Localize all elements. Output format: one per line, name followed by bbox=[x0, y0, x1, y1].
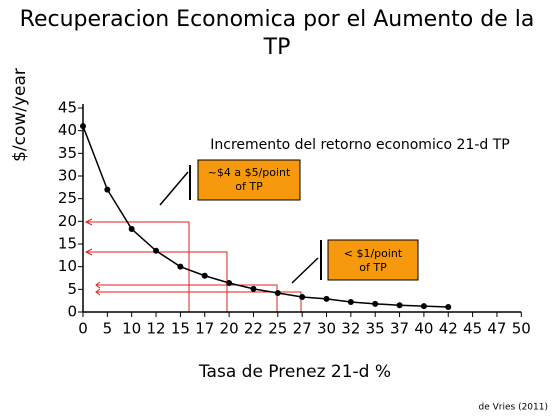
line bbox=[82, 125, 449, 308]
point bbox=[177, 263, 184, 270]
x-tick-label: 0 bbox=[78, 320, 88, 338]
y-tick-label: 15 bbox=[58, 235, 77, 253]
point bbox=[226, 279, 233, 286]
x-tick-label: 50 bbox=[512, 320, 531, 338]
callout-text: ~$4 a $5/point bbox=[208, 166, 291, 179]
point bbox=[445, 304, 452, 311]
callout-text: < $1/point bbox=[344, 247, 403, 260]
point bbox=[80, 123, 86, 130]
chart-title: Recuperacion Economica por el Aumento de… bbox=[20, 7, 535, 32]
callout-text: of TP bbox=[235, 180, 263, 193]
x-tick-label: 25 bbox=[268, 320, 287, 338]
x-tick-label: 35 bbox=[366, 320, 385, 338]
y-tick-label: 20 bbox=[58, 212, 77, 230]
point bbox=[347, 299, 354, 306]
callout-text: < $1/point of TP bbox=[344, 247, 403, 274]
point bbox=[201, 272, 208, 279]
x-tick-label: 17 bbox=[195, 320, 214, 338]
y-tick-label: 25 bbox=[58, 189, 77, 207]
x-tick-label: 20 bbox=[220, 320, 239, 338]
x-tick-label: 45 bbox=[463, 320, 482, 338]
x-tick-label: 47 bbox=[487, 320, 506, 338]
point bbox=[323, 295, 330, 302]
y-tick-label: 0 bbox=[67, 303, 77, 321]
guide-lines bbox=[84, 218, 302, 312]
x-tick-label: 5 bbox=[103, 320, 113, 338]
point bbox=[299, 294, 306, 301]
x-tick-label: 42 bbox=[439, 320, 458, 338]
y-tick-label: 35 bbox=[58, 144, 77, 162]
y-axis-label: $/cow/year bbox=[10, 68, 30, 162]
x-axis-label: Tasa de Prenez 21-d % bbox=[198, 362, 391, 382]
x-tick-label: 40 bbox=[414, 320, 433, 338]
source: de Vries (2011) bbox=[479, 403, 548, 413]
x-tick-label: 27 bbox=[293, 320, 312, 338]
point bbox=[274, 289, 281, 296]
x-tick-label: 10 bbox=[122, 320, 141, 338]
annotation: Incremento del retorno economico 21-d TP bbox=[210, 137, 510, 153]
chart-title: TP bbox=[263, 35, 291, 60]
x-tick-label: 30 bbox=[317, 320, 336, 338]
callout-text: of TP bbox=[359, 261, 387, 274]
x-tick-label: 22 bbox=[244, 320, 263, 338]
x-tick-label: 32 bbox=[341, 320, 360, 338]
y-tick-label: 30 bbox=[58, 167, 77, 185]
callout bbox=[159, 159, 419, 284]
point bbox=[153, 247, 160, 254]
x-tick-label: 37 bbox=[390, 320, 409, 338]
x-tick-label: 12 bbox=[147, 320, 166, 338]
y-tick-label: 5 bbox=[67, 280, 77, 298]
point bbox=[104, 186, 111, 193]
callout-text: ~$4 a $5/point of TP bbox=[208, 166, 291, 193]
point bbox=[420, 303, 427, 310]
point bbox=[128, 226, 135, 233]
point bbox=[372, 300, 379, 307]
x-tick-label: 15 bbox=[171, 320, 190, 338]
point bbox=[396, 302, 403, 309]
y-tick-label: 45 bbox=[58, 99, 77, 117]
point bbox=[250, 285, 257, 292]
y-tick-label: 10 bbox=[58, 257, 77, 275]
y-tick-label: 40 bbox=[58, 121, 77, 139]
